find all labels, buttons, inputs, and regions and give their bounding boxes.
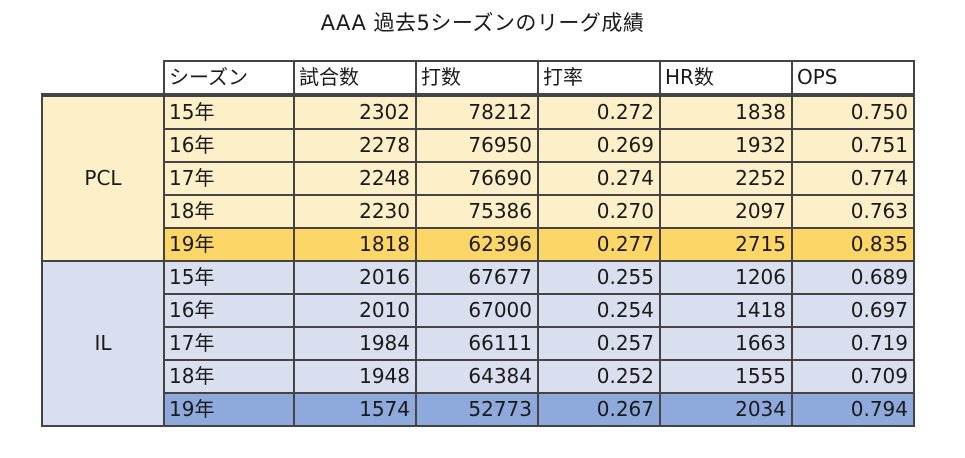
table-row: 18年 1948 64384 0.252 1555 0.709 — [42, 359, 915, 394]
header-games: 試合数 — [293, 60, 417, 96]
ops-cell: 0.689 — [791, 260, 915, 295]
games-cell: 2278 — [293, 128, 417, 163]
season-cell: 16年 — [163, 293, 295, 328]
hr-cell: 1838 — [659, 94, 793, 130]
league-name-cell: PCL — [41, 94, 165, 262]
hr-cell: 1555 — [659, 359, 793, 394]
table-row: 19年 1818 62396 0.277 2715 0.835 — [42, 227, 915, 262]
hr-cell: 1206 — [659, 260, 793, 295]
games-cell: 1574 — [293, 392, 417, 427]
season-cell: 17年 — [163, 161, 295, 196]
ops-cell: 0.763 — [791, 194, 915, 229]
at-bats-cell: 52773 — [415, 392, 539, 427]
avg-cell: 0.277 — [537, 227, 661, 262]
at-bats-cell: 67677 — [415, 260, 539, 295]
ops-cell: 0.794 — [791, 392, 915, 427]
table-row: 17年 2248 76690 0.274 2252 0.774 — [42, 161, 915, 196]
ops-cell: 0.719 — [791, 326, 915, 361]
league-group-il: IL 15年 2016 67677 0.255 1206 0.689 16年 2010 67000… — [41, 260, 915, 427]
at-bats-cell: 66111 — [415, 326, 539, 361]
avg-cell: 0.272 — [537, 94, 661, 130]
avg-cell: 0.254 — [537, 293, 661, 328]
season-cell: 15年 — [163, 94, 295, 130]
header-ops: OPS — [791, 60, 915, 96]
league-stats-table: シーズン 試合数 打数 打率 HR数 OPS PCL 15年 2302 78212 0.… — [41, 60, 915, 427]
ops-cell: 0.697 — [791, 293, 915, 328]
season-cell: 18年 — [163, 359, 295, 394]
hr-cell: 2097 — [659, 194, 793, 229]
season-cell: 16年 — [163, 128, 295, 163]
table-row: 18年 2230 75386 0.270 2097 0.763 — [42, 194, 915, 229]
season-cell: 18年 — [163, 194, 295, 229]
games-cell: 1948 — [293, 359, 417, 394]
table-row: PCL 15年 2302 78212 0.272 1838 0.750 — [41, 94, 915, 262]
games-cell: 1818 — [293, 227, 417, 262]
avg-cell: 0.269 — [537, 128, 661, 163]
header-row: シーズン 試合数 打数 打率 HR数 OPS — [42, 60, 915, 96]
hr-cell: 2252 — [659, 161, 793, 196]
at-bats-cell: 78212 — [415, 94, 539, 130]
hr-cell: 1418 — [659, 293, 793, 328]
table-row: 19年 1574 52773 0.267 2034 0.794 — [42, 392, 915, 427]
header-at-bats: 打数 — [415, 60, 539, 96]
avg-cell: 0.252 — [537, 359, 661, 394]
games-cell: 2230 — [293, 194, 417, 229]
table-row: 16年 2010 67000 0.254 1418 0.697 — [42, 293, 915, 328]
at-bats-cell: 64384 — [415, 359, 539, 394]
header-season: シーズン — [163, 60, 295, 96]
avg-cell: 0.274 — [537, 161, 661, 196]
at-bats-cell: 62396 — [415, 227, 539, 262]
league-name-cell: IL — [41, 260, 165, 427]
at-bats-cell: 67000 — [415, 293, 539, 328]
table-row: 16年 2278 76950 0.269 1932 0.751 — [42, 128, 915, 163]
ops-cell: 0.750 — [791, 94, 915, 130]
games-cell: 2248 — [293, 161, 417, 196]
ops-cell: 0.709 — [791, 359, 915, 394]
ops-cell: 0.835 — [791, 227, 915, 262]
at-bats-cell: 76950 — [415, 128, 539, 163]
league-group-pcl: PCL 15年 2302 78212 0.272 1838 0.750 16年 2278 7695… — [41, 94, 915, 262]
season-cell: 15年 — [163, 260, 295, 295]
at-bats-cell: 75386 — [415, 194, 539, 229]
games-cell: 2302 — [293, 94, 417, 130]
hr-cell: 2034 — [659, 392, 793, 427]
avg-cell: 0.267 — [537, 392, 661, 427]
ops-cell: 0.751 — [791, 128, 915, 163]
header-avg: 打率 — [537, 60, 661, 96]
at-bats-cell: 76690 — [415, 161, 539, 196]
games-cell: 1984 — [293, 326, 417, 361]
season-cell: 19年 — [163, 392, 295, 427]
header-hr: HR数 — [659, 60, 793, 96]
avg-cell: 0.257 — [537, 326, 661, 361]
hr-cell: 1932 — [659, 128, 793, 163]
table-row: 17年 1984 66111 0.257 1663 0.719 — [42, 326, 915, 361]
table-title: AAA 過去5シーズンのリーグ成績 — [320, 11, 645, 35]
header-corner — [42, 61, 165, 96]
avg-cell: 0.270 — [537, 194, 661, 229]
hr-cell: 1663 — [659, 326, 793, 361]
avg-cell: 0.255 — [537, 260, 661, 295]
hr-cell: 2715 — [659, 227, 793, 262]
table-row: IL 15年 2016 67677 0.255 1206 0.689 — [41, 260, 915, 427]
season-cell: 17年 — [163, 326, 295, 361]
season-cell: 19年 — [163, 227, 295, 262]
games-cell: 2016 — [293, 260, 417, 295]
ops-cell: 0.774 — [791, 161, 915, 196]
games-cell: 2010 — [293, 293, 417, 328]
table-header: シーズン 試合数 打数 打率 HR数 OPS — [42, 60, 915, 96]
